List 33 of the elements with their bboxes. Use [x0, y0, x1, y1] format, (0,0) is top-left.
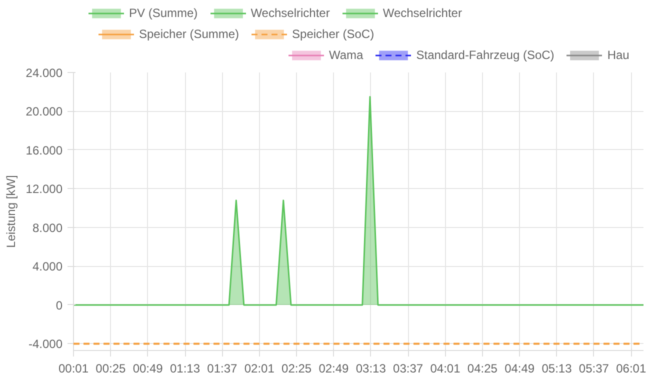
y-tick-label: 24.000 [26, 66, 63, 80]
legend-label: Wechselrichter [382, 6, 462, 20]
x-tick-label: 03:13 [356, 362, 386, 376]
x-tick-label: 01:37 [207, 362, 238, 376]
x-tick-label: 00:25 [96, 362, 126, 376]
x-tick-label: 01:13 [170, 362, 200, 376]
y-axis-title: Leistung [kW] [4, 175, 18, 248]
y-tick-label: 8.000 [32, 220, 63, 235]
legend-label: Hau [607, 48, 630, 62]
x-tick-label: 06:01 [616, 362, 646, 376]
y-tick-label: -4.000 [28, 337, 63, 352]
x-tick-label: 02:49 [318, 362, 350, 376]
x-tick-label: 00:49 [132, 362, 164, 376]
x-tick-label: 05:13 [542, 362, 572, 376]
x-tick-label: 04:49 [504, 362, 535, 376]
y-tick-label: 4.000 [32, 260, 63, 274]
x-tick-label: 04:01 [430, 362, 461, 376]
x-tick-label: 02:25 [282, 362, 312, 376]
legend-label: Standard-Fahrzeug (SoC) [416, 48, 554, 62]
legend-label: Speicher (Summe) [139, 27, 240, 41]
legend-label: PV (Summe) [129, 6, 198, 20]
x-tick-label: 05:37 [578, 362, 610, 376]
x-tick-label: 02:01 [244, 362, 275, 376]
x-tick-label: 00:01 [58, 362, 89, 376]
y-tick-label: 0 [56, 298, 63, 312]
x-tick-label: 04:25 [467, 362, 498, 376]
legend-label: Wechselrichter [250, 6, 330, 20]
y-tick-label: 12.000 [26, 182, 63, 196]
legend-label: Wama [329, 48, 364, 62]
y-tick-label: 16.000 [26, 143, 63, 158]
legend-label: Speicher (SoC) [292, 27, 374, 41]
y-tick-label: 20.000 [26, 104, 63, 119]
x-tick-label: 03:37 [393, 362, 424, 376]
